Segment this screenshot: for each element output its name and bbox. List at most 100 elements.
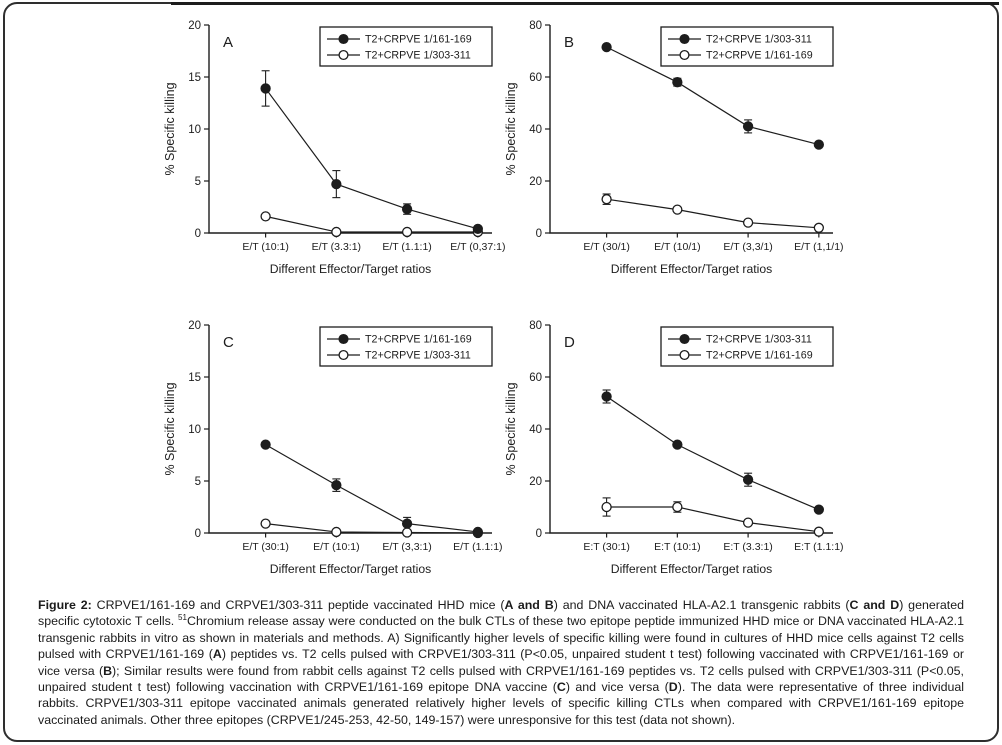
filled-circle-marker bbox=[601, 391, 612, 402]
y-tick-label: 20 bbox=[529, 476, 542, 488]
open-circle-marker bbox=[742, 517, 754, 528]
y-axis-title: % Specific killing bbox=[504, 82, 518, 175]
y-axis-title: % Specific killing bbox=[163, 82, 177, 175]
legend: T2+CRPVE 1/161-169 T2+CRPVE 1/303-311 bbox=[319, 326, 493, 367]
series-line bbox=[265, 523, 478, 534]
x-tick-label: E:T (3.3:1) bbox=[723, 541, 772, 553]
panel-a-chart: 0 5 10 15 20 E/T (10:1) E/T (3.3:1) E/T (1.1:1)… bbox=[163, 20, 505, 276]
filled-circle-markers bbox=[601, 391, 825, 515]
series-line bbox=[265, 215, 478, 233]
axes: 0 20 40 60 80 E:T (30:1) E:T (10:1) E:T (3.3:1)… bbox=[529, 320, 843, 553]
caption-segment: CRPVE1/161-169 and CRPVE1/303-311 peptid… bbox=[91, 598, 505, 612]
y-tick-label: 80 bbox=[529, 320, 542, 332]
series-open-circle bbox=[265, 215, 478, 233]
caption-segment: A and B bbox=[504, 598, 554, 612]
open-circle-marker bbox=[742, 217, 754, 228]
legend-filled-circle-marker bbox=[679, 333, 690, 345]
x-tick-label: E/T (0,37:1) bbox=[450, 241, 505, 253]
panel-letter: D bbox=[564, 334, 575, 351]
legend-label: T2+CRPVE 1/303-311 bbox=[365, 350, 471, 362]
series-open-circle bbox=[602, 193, 819, 229]
caption-segment: B bbox=[103, 663, 113, 678]
x-tick-label: E:T (1.1:1) bbox=[794, 541, 843, 553]
caption-segment: ). The data were representative of three… bbox=[38, 679, 965, 727]
caption-segment: ) generated specific cytotoxic T cells. bbox=[38, 598, 964, 629]
open-circle-marker bbox=[260, 211, 271, 222]
filled-circle-marker bbox=[472, 223, 484, 234]
y-tick-label: 60 bbox=[529, 72, 542, 84]
panel-letter: A bbox=[223, 34, 233, 51]
legend-filled-circle-marker bbox=[338, 33, 349, 45]
series-open-circle bbox=[265, 523, 478, 534]
figure-container: 0 5 10 15 20 E/T (10:1) E/T (3.3:1) E/T (1.1:1)… bbox=[3, 2, 999, 742]
legend-box bbox=[660, 26, 834, 67]
y-tick-label: 5 bbox=[195, 176, 201, 188]
open-circle-marker bbox=[331, 226, 342, 238]
caption-segment: ) and vice versa ( bbox=[565, 679, 669, 694]
caption-segment: ) peptides vs. T2 cells pulsed with CRPV… bbox=[38, 647, 964, 678]
x-tick-label: E/T (10/1) bbox=[654, 241, 701, 253]
legend-filled-circle-marker bbox=[338, 333, 349, 345]
caption-segment: ) and DNA vaccinated HLA-A2.1 transgenic… bbox=[553, 598, 850, 612]
y-axis-title: % Specific killing bbox=[163, 382, 177, 475]
filled-circle-marker bbox=[742, 474, 754, 485]
y-tick-label: 0 bbox=[536, 528, 542, 540]
y-tick-label: 10 bbox=[188, 424, 201, 436]
open-circle-marker bbox=[672, 501, 683, 513]
figure-caption: Figure 2: CRPVE1/161-169 and CRPVE1/303-… bbox=[38, 597, 964, 728]
x-tick-label: E:T (30:1) bbox=[583, 541, 630, 553]
legend-label: T2+CRPVE 1/161-169 bbox=[365, 334, 472, 346]
x-tick-label: E/T (30/1) bbox=[583, 241, 630, 253]
open-circle-marker bbox=[601, 194, 612, 205]
series-filled-circle bbox=[265, 444, 478, 533]
legend-label: T2+CRPVE 1/161-169 bbox=[365, 34, 472, 46]
filled-circle-marker bbox=[742, 121, 754, 132]
series-open-circle bbox=[602, 497, 819, 533]
x-tick-label: E/T (1,1/1) bbox=[794, 241, 843, 253]
legend-box bbox=[319, 26, 493, 67]
panel-c-chart: 0 5 10 15 20 E/T (30:1) E/T (10:1) E/T (3,3:1) E… bbox=[163, 320, 503, 576]
filled-circle-marker bbox=[331, 178, 342, 190]
legend-label: T2+CRPVE 1/303-311 bbox=[706, 334, 812, 346]
series-line bbox=[606, 198, 819, 229]
x-axis-title: Different Effector/Target ratios bbox=[270, 562, 431, 576]
x-tick-label: E/T (3,3:1) bbox=[382, 541, 431, 553]
y-tick-label: 20 bbox=[188, 20, 201, 32]
open-circle-marker bbox=[401, 527, 413, 538]
x-axis-title: Different Effector/Target ratios bbox=[270, 262, 431, 276]
x-tick-label: E/T (1.1:1) bbox=[382, 241, 431, 253]
legend-label: T2+CRPVE 1/303-311 bbox=[706, 34, 812, 46]
legend: T2+CRPVE 1/303-311 T2+CRPVE 1/161-169 bbox=[660, 26, 834, 67]
legend-open-circle-marker bbox=[338, 349, 349, 361]
open-circle-marker bbox=[672, 204, 683, 215]
filled-circle-marker bbox=[813, 139, 825, 150]
open-circle-marker bbox=[601, 501, 612, 513]
filled-circle-markers bbox=[601, 41, 825, 150]
caption-segment: A bbox=[212, 647, 222, 662]
caption-segment: C and D bbox=[849, 598, 900, 612]
y-tick-label: 0 bbox=[195, 228, 201, 240]
open-circle-marker bbox=[331, 526, 342, 538]
x-axis-title: Different Effector/Target ratios bbox=[611, 562, 772, 576]
y-tick-label: 0 bbox=[195, 528, 201, 540]
open-circle-marker bbox=[813, 526, 825, 537]
x-axis-title: Different Effector/Target ratios bbox=[611, 262, 772, 276]
filled-circle-marker bbox=[472, 526, 484, 538]
filled-circle-marker bbox=[813, 504, 825, 515]
open-circle-marker bbox=[260, 518, 271, 529]
caption-segment: 51 bbox=[178, 613, 187, 623]
y-tick-label: 5 bbox=[195, 476, 201, 488]
series-line bbox=[606, 506, 819, 533]
x-tick-label: E/T (3.3:1) bbox=[312, 241, 361, 253]
caption-segment: ); Similar results were found from rabbi… bbox=[38, 663, 964, 694]
charts-grid: 0 5 10 15 20 E/T (10:1) E/T (3.3:1) E/T (1.1:1)… bbox=[5, 12, 997, 590]
filled-circle-marker bbox=[672, 77, 683, 88]
series-filled-circle bbox=[602, 389, 820, 511]
y-tick-label: 60 bbox=[529, 372, 542, 384]
x-tick-label: E/T (1.1:1) bbox=[453, 541, 502, 553]
axes: 0 5 10 15 20 E/T (10:1) E/T (3.3:1) E/T (1.1:1)… bbox=[188, 20, 505, 253]
legend-label: T2+CRPVE 1/161-169 bbox=[706, 50, 813, 62]
series-line bbox=[265, 88, 479, 230]
legend-label: T2+CRPVE 1/303-311 bbox=[365, 50, 471, 62]
